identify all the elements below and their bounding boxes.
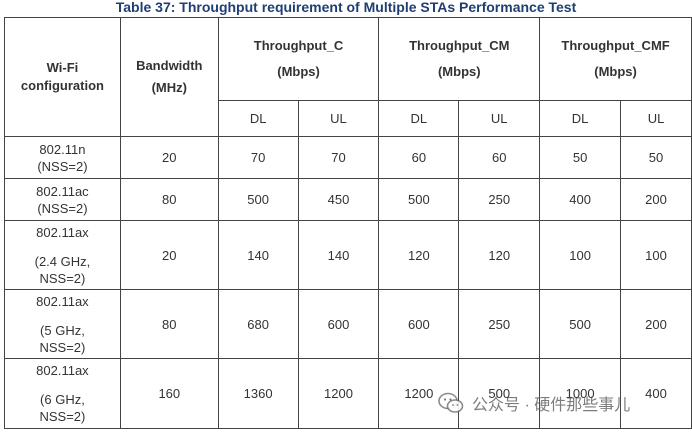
value-cell: 500 (217, 178, 299, 221)
config-line: NSS=2) (39, 270, 86, 286)
table-row: 802.11ax (5 GHz, NSS=2) 80 680 600 600 2… (4, 289, 692, 359)
value-cell: 600 (297, 289, 380, 359)
throughput-table: Wi-Fi configuration Bandwidth (MHz) Thro… (4, 17, 692, 429)
config-line: 802.11ax (36, 224, 89, 240)
header-wifi-configuration: Wi-Fi configuration (4, 17, 121, 137)
header-ul: UL (458, 100, 541, 137)
value-cell: 680 (217, 289, 299, 359)
value-cell: 250 (458, 289, 541, 359)
bandwidth-cell: 20 (119, 220, 219, 290)
value-cell: 140 (297, 220, 380, 290)
header-throughput-c: Throughput_C (Mbps) (217, 17, 380, 101)
config-line: NSS=2) (39, 409, 86, 424)
header-dl: DL (539, 100, 622, 137)
config-line: (5 GHz, (40, 322, 85, 338)
value-cell: 100 (539, 220, 622, 290)
value-cell: 50 (620, 136, 692, 179)
value-cell: 60 (378, 136, 460, 179)
table-row: 802.11ac (NSS=2) 80 500 450 500 250 400 … (4, 178, 692, 221)
watermark: 公众号 · 硬件那些事儿 (438, 388, 630, 418)
value-cell: 1200 (297, 358, 380, 429)
watermark-text: 公众号 · 硬件那些事儿 (472, 397, 631, 414)
value-cell: 600 (378, 289, 460, 359)
value-cell: 70 (297, 136, 380, 179)
value-cell: 500 (458, 358, 541, 429)
table-row: 802.11n (NSS=2) 20 70 70 60 60 50 50 (4, 136, 692, 179)
config-cell: 802.11ac (NSS=2) (4, 178, 121, 221)
value-cell: 120 (458, 220, 541, 290)
config-cell: 802.11ax (2.4 GHz, NSS=2) (4, 220, 121, 290)
config-line: 802.11ac (36, 183, 89, 199)
config-line: (NSS=2) (37, 158, 88, 174)
value-cell: 500 (539, 289, 622, 359)
config-cell: 802.11n (NSS=2) (4, 136, 121, 179)
config-line: 802.11ax (36, 293, 89, 309)
config-line: (6 GHz, (40, 392, 85, 407)
header-wifi-line2: configuration (20, 78, 104, 93)
header-group-unit: (Mbps) (594, 64, 637, 79)
value-cell: 1360 (217, 358, 299, 429)
header-dl: DL (378, 100, 460, 137)
table-row: 802.11ax (6 GHz, NSS=2) 160 1360 1200 12… (4, 358, 692, 429)
value-cell: 50 (539, 136, 622, 179)
value-cell: 400 (539, 178, 622, 221)
header-group-name: Throughput_CMF (561, 38, 670, 53)
header-bandwidth-unit: (MHz) (151, 80, 187, 95)
value-cell: 450 (297, 178, 380, 221)
header-group-name: Throughput_C (253, 38, 344, 53)
bandwidth-cell: 20 (119, 136, 219, 179)
header-bandwidth: Bandwidth (MHz) (119, 17, 219, 137)
config-line: NSS=2) (39, 339, 86, 355)
config-line: 802.11ax (36, 363, 89, 378)
header-group-unit: (Mbps) (437, 64, 481, 79)
header-ul: UL (620, 100, 692, 137)
config-line: (2.4 GHz, (34, 253, 91, 269)
value-cell: 120 (378, 220, 460, 290)
value-cell: 400 (620, 358, 692, 429)
value-cell: 140 (217, 220, 299, 290)
header-throughput-cm: Throughput_CM (Mbps) (378, 17, 541, 101)
header-group-name: Throughput_CM (409, 38, 510, 53)
config-cell: 802.11ax (5 GHz, NSS=2) (4, 289, 121, 359)
header-throughput-cmf: Throughput_CMF (Mbps) (539, 17, 692, 101)
config-line: (NSS=2) (37, 200, 88, 216)
header-group-unit: (Mbps) (277, 64, 320, 79)
header-wifi-line1: Wi-Fi (46, 60, 79, 75)
value-cell: 70 (217, 136, 299, 179)
value-cell: 100 (620, 220, 692, 290)
value-cell: 250 (458, 178, 541, 221)
bandwidth-cell: 160 (119, 358, 219, 429)
bandwidth-cell: 80 (119, 178, 219, 221)
bandwidth-cell: 80 (119, 289, 219, 359)
value-cell: 200 (620, 289, 692, 359)
value-cell: 1000 (539, 358, 622, 429)
config-line: 802.11n (39, 141, 86, 157)
header-bandwidth-line1: Bandwidth (136, 58, 203, 73)
table-caption: Table 37: Throughput requirement of Mult… (115, 0, 577, 15)
table-row: 802.11ax (2.4 GHz, NSS=2) 20 140 140 120… (4, 220, 692, 290)
config-cell: 802.11ax (6 GHz, NSS=2) (4, 358, 121, 429)
wechat-icon (438, 392, 464, 414)
header-ul: UL (297, 100, 380, 137)
value-cell: 500 (378, 178, 460, 221)
value-cell: 60 (458, 136, 541, 179)
header-dl: DL (217, 100, 299, 137)
value-cell: 200 (620, 178, 692, 221)
